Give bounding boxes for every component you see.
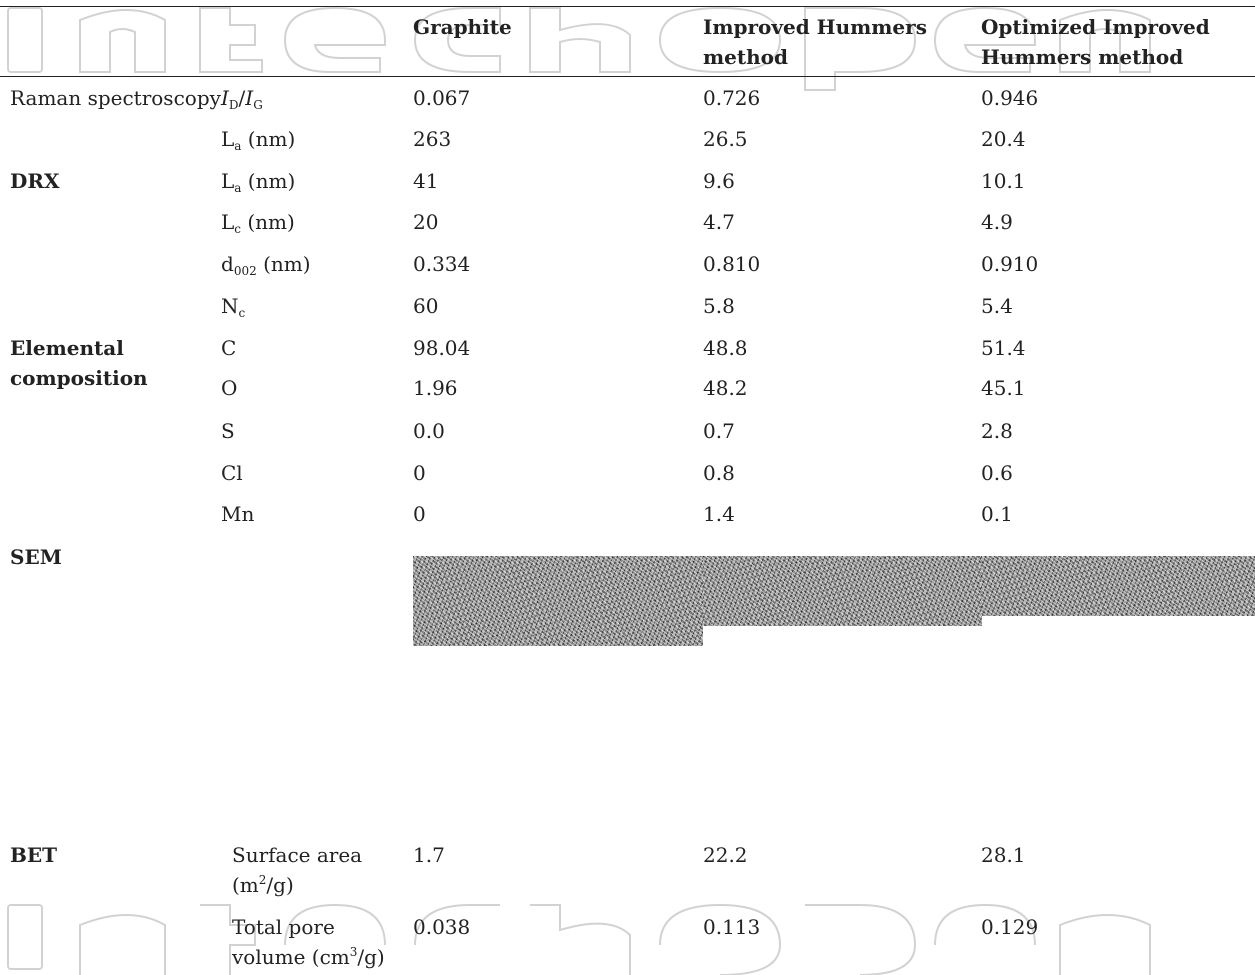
value-cell: 4.9: [981, 210, 1013, 234]
param-nc: Nc: [221, 294, 246, 320]
param-surface-area-line1: Surface area: [232, 843, 363, 867]
value-cell: 1.96: [413, 376, 458, 400]
group-bet: BET: [10, 843, 58, 867]
value-cell: 0: [413, 502, 426, 526]
param-la-raman: La (nm): [221, 127, 296, 153]
sem-image-improved-hummers: [703, 556, 982, 626]
value-cell: 0.0: [413, 419, 445, 443]
value-cell: 51.4: [981, 336, 1026, 360]
table-header-rule: [0, 76, 1255, 77]
header-graphite: Graphite: [413, 15, 512, 39]
value-cell: 20: [413, 210, 439, 234]
value-cell: 48.2: [703, 376, 748, 400]
value-cell: 0.1: [981, 502, 1013, 526]
value-cell: 22.2: [703, 843, 748, 867]
value-cell: 9.6: [703, 169, 735, 193]
param-cl: Cl: [221, 461, 243, 485]
header-optimized-improved-hummers: Optimized Improved Hummers method: [981, 15, 1210, 69]
value-cell: 0.113: [703, 915, 761, 939]
param-id-ig: ID/IG: [221, 86, 263, 112]
group-elemental-line2: composition: [10, 366, 148, 390]
value-cell: 0.067: [413, 86, 471, 110]
param-surface-area-line2: (m2/g): [232, 873, 294, 897]
value-cell: 5.8: [703, 294, 735, 318]
value-cell: 48.8: [703, 336, 748, 360]
value-cell: 0.038: [413, 915, 471, 939]
value-cell: 28.1: [981, 843, 1026, 867]
value-cell: 5.4: [981, 294, 1013, 318]
value-cell: 10.1: [981, 169, 1026, 193]
param-la-drx: La (nm): [221, 169, 296, 195]
sem-image-graphite: [413, 556, 703, 646]
value-cell: 1.7: [413, 843, 445, 867]
value-cell: 0.7: [703, 419, 735, 443]
group-sem: SEM: [10, 545, 62, 569]
value-cell: 0.726: [703, 86, 761, 110]
group-raman-spectroscopy: Raman spectroscopy: [10, 86, 221, 110]
param-mn: Mn: [221, 502, 255, 526]
value-cell: 0.8: [703, 461, 735, 485]
param-pore-volume-line1: Total pore: [232, 915, 335, 939]
group-drx: DRX: [10, 169, 60, 193]
sem-image-optimized-improved-hummers: [981, 556, 1255, 616]
value-cell: 0.6: [981, 461, 1013, 485]
value-cell: 41: [413, 169, 439, 193]
param-s: S: [221, 419, 235, 443]
value-cell: 0.810: [703, 252, 761, 276]
value-cell: 1.4: [703, 502, 735, 526]
param-pore-volume-line2: volume (cm3/g): [232, 945, 385, 969]
value-cell: 0: [413, 461, 426, 485]
group-elemental-line1: Elemental: [10, 336, 124, 360]
value-cell: 4.7: [703, 210, 735, 234]
value-cell: 0.129: [981, 915, 1039, 939]
value-cell: 0.946: [981, 86, 1039, 110]
value-cell: 60: [413, 294, 439, 318]
param-o: O: [221, 376, 238, 400]
param-lc: Lc (nm): [221, 210, 295, 236]
value-cell: 45.1: [981, 376, 1026, 400]
value-cell: 2.8: [981, 419, 1013, 443]
value-cell: 26.5: [703, 127, 748, 151]
param-c: C: [221, 336, 237, 360]
header-improved-hummers: Improved Hummers method: [703, 15, 927, 69]
table-top-rule: [0, 6, 1255, 7]
value-cell: 0.334: [413, 252, 471, 276]
value-cell: 98.04: [413, 336, 471, 360]
value-cell: 0.910: [981, 252, 1039, 276]
value-cell: 263: [413, 127, 452, 151]
value-cell: 20.4: [981, 127, 1026, 151]
param-d002: d002 (nm): [221, 252, 311, 278]
